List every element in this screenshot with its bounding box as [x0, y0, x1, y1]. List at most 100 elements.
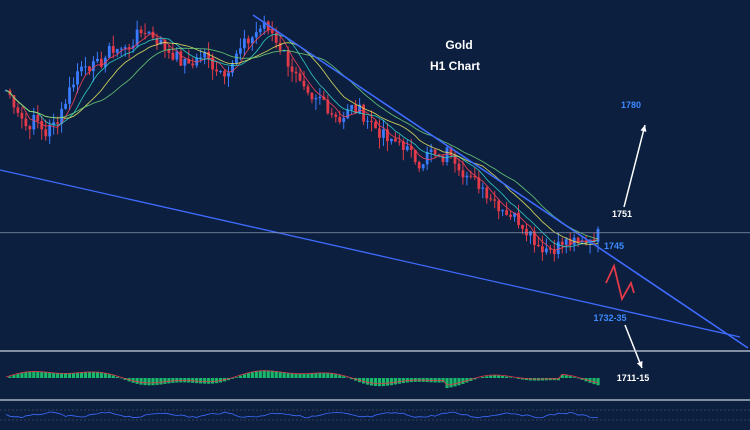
oscillator-line: [5, 411, 599, 419]
candle: [477, 170, 481, 194]
chart-title: Gold: [445, 38, 472, 52]
candle: [513, 212, 516, 222]
candle: [239, 38, 242, 61]
candle: [397, 134, 401, 146]
candle: [207, 42, 211, 68]
candle: [382, 120, 385, 146]
bullish-target-arrow: [623, 124, 647, 208]
candle: [346, 104, 350, 120]
candle: [374, 120, 377, 129]
candle: [44, 119, 48, 141]
candle: [24, 112, 28, 131]
candle: [203, 49, 207, 65]
candle: [171, 43, 175, 61]
candle: [533, 226, 536, 253]
candle: [509, 210, 512, 220]
candle: [580, 236, 584, 244]
candle: [195, 53, 199, 68]
candle: [537, 236, 540, 248]
candle: [80, 61, 83, 77]
candle: [354, 99, 358, 114]
candle: [457, 158, 461, 176]
candle: [564, 237, 568, 254]
candle: [568, 232, 572, 252]
candle: [390, 138, 393, 145]
candle: [461, 160, 465, 185]
candle: [544, 238, 548, 255]
candle: [481, 182, 485, 199]
candle: [258, 24, 262, 36]
level-label-1711-15: 1711-15: [617, 373, 650, 383]
candle: [191, 57, 195, 69]
candle: [167, 44, 171, 59]
candle: [473, 167, 477, 181]
candle: [529, 231, 532, 244]
candle: [421, 163, 425, 172]
candle: [99, 51, 103, 69]
moving-average-line: [5, 33, 599, 248]
candle: [417, 160, 421, 172]
candle: [262, 15, 266, 35]
candle: [290, 58, 294, 82]
candle: [139, 25, 143, 38]
candle: [505, 201, 509, 216]
candle: [334, 111, 338, 123]
candle: [135, 20, 139, 48]
candle: [366, 116, 369, 129]
candle: [425, 146, 429, 171]
candle: [88, 65, 91, 76]
candle: [322, 90, 326, 101]
candle: [318, 87, 322, 105]
candle: [441, 154, 445, 166]
candle: [378, 119, 381, 149]
candle: [223, 69, 226, 85]
candle: [405, 139, 409, 152]
candle: [433, 148, 437, 159]
candle: [219, 70, 222, 74]
candle: [143, 23, 147, 40]
candle: [131, 39, 135, 53]
level-label-1751: 1751: [612, 209, 632, 219]
level-label-1745: 1745: [604, 241, 624, 251]
candle: [517, 204, 520, 229]
level-label-1780: 1780: [621, 100, 641, 110]
candle: [127, 43, 131, 59]
candle: [231, 60, 234, 77]
candle: [76, 63, 79, 94]
candle: [68, 76, 71, 110]
moving-average-line: [5, 28, 599, 251]
candle: [540, 235, 544, 261]
candle: [556, 232, 560, 259]
candle: [107, 42, 111, 59]
candle: [330, 107, 334, 118]
candle: [485, 186, 489, 204]
candle: [445, 146, 449, 166]
candle: [187, 49, 191, 64]
macd-panel: [0, 350, 750, 388]
candle: [246, 35, 250, 50]
projection-arrows: [605, 124, 647, 369]
candle: [314, 94, 318, 110]
candle: [548, 245, 552, 254]
candle: [242, 30, 246, 56]
candle: [294, 66, 298, 83]
candle: [310, 92, 314, 104]
bearish-target-arrow: [624, 324, 643, 369]
candle: [183, 57, 187, 74]
candle: [28, 124, 32, 140]
candle: [501, 209, 505, 217]
candle: [493, 190, 497, 209]
candle: [72, 77, 75, 92]
candle: [350, 104, 354, 115]
candle: [592, 232, 596, 245]
oscillator-panel: [0, 399, 750, 421]
candle: [286, 46, 290, 77]
candle: [386, 123, 389, 152]
trendlines: [0, 14, 749, 349]
candle: [175, 47, 179, 62]
candle: [84, 56, 87, 75]
projected-zigzag: [605, 263, 635, 302]
candle: [413, 149, 417, 165]
candle: [489, 193, 493, 202]
